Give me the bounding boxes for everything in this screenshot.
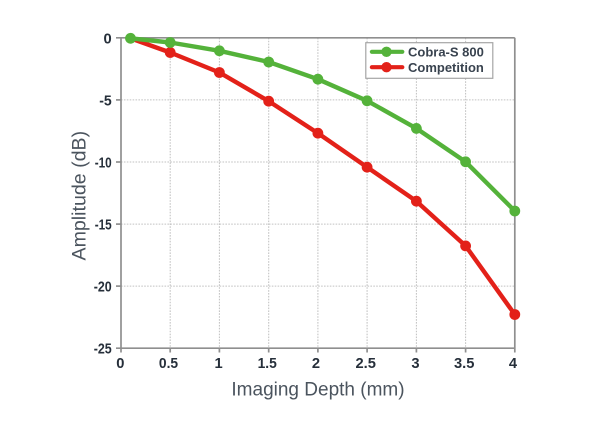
svg-text:0: 0 [104, 31, 112, 47]
svg-text:-5: -5 [99, 93, 112, 109]
svg-text:-20: -20 [94, 280, 112, 296]
svg-text:3.5: 3.5 [454, 356, 474, 372]
svg-text:0: 0 [116, 356, 124, 372]
svg-text:1: 1 [215, 356, 223, 372]
svg-text:Amplitude (dB): Amplitude (dB) [68, 131, 90, 261]
svg-text:Competition: Competition [408, 60, 484, 75]
svg-text:2.5: 2.5 [356, 356, 376, 372]
svg-text:-25: -25 [94, 342, 112, 358]
svg-text:3: 3 [411, 356, 419, 372]
svg-text:Cobra-S 800: Cobra-S 800 [408, 45, 484, 60]
svg-text:4: 4 [509, 356, 518, 372]
svg-text:-10: -10 [95, 156, 112, 172]
svg-text:1.5: 1.5 [258, 356, 277, 372]
svg-text:-15: -15 [95, 218, 112, 234]
svg-text:2: 2 [312, 356, 320, 372]
svg-text:Imaging Depth (mm): Imaging Depth (mm) [231, 379, 404, 400]
svg-text:0.5: 0.5 [159, 356, 178, 372]
